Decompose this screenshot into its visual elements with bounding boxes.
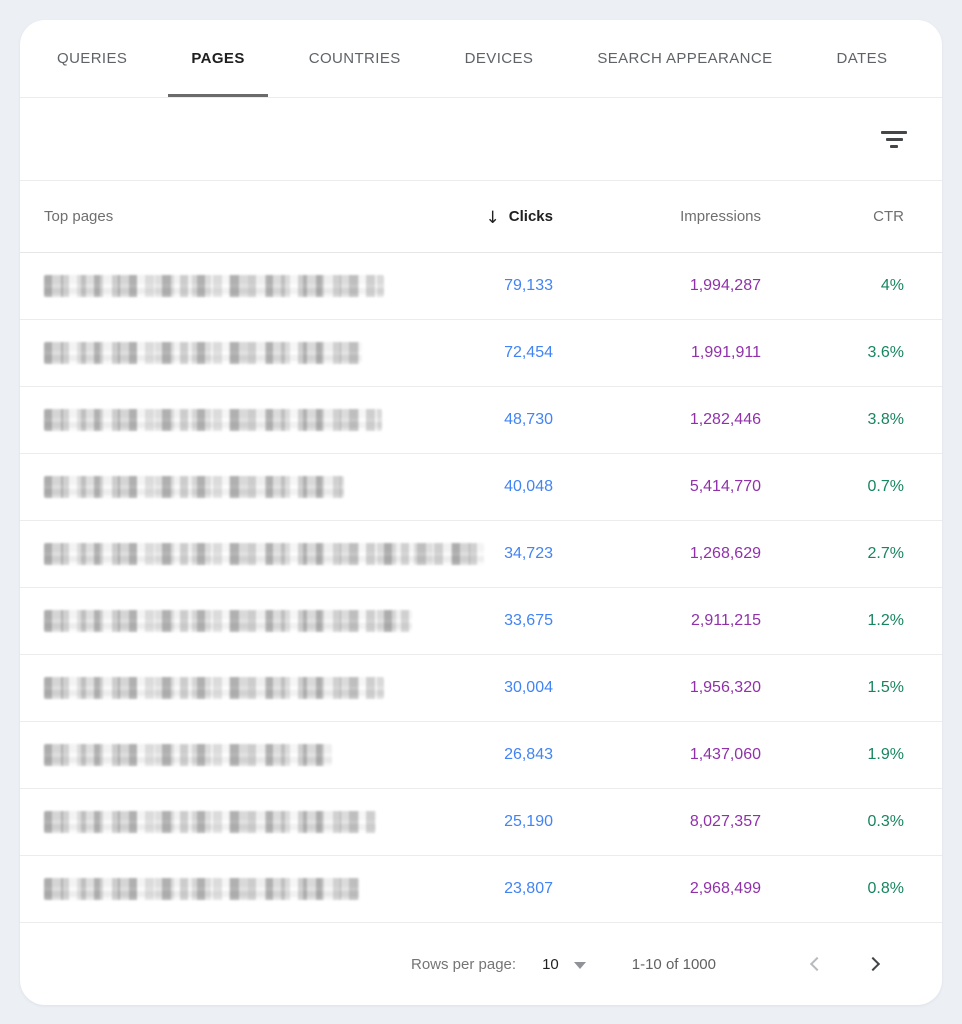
ctr-value: 1.5% xyxy=(867,679,904,696)
redacted-page-url xyxy=(44,543,484,565)
next-page-button[interactable] xyxy=(860,951,886,977)
filter-list-icon xyxy=(881,130,907,148)
table-row[interactable]: 34,723 1,268,629 2.7% xyxy=(20,521,942,588)
ctr-value: 3.6% xyxy=(867,344,904,361)
table-row[interactable]: 23,807 2,968,499 0.8% xyxy=(20,856,942,923)
table-row[interactable]: 48,730 1,282,446 3.8% xyxy=(20,387,942,454)
impressions-value: 1,268,629 xyxy=(689,545,761,562)
tab-pages-label: PAGES xyxy=(191,50,245,67)
tab-devices-label: DEVICES xyxy=(464,50,534,67)
table-row[interactable]: 25,190 8,027,357 0.3% xyxy=(20,789,942,856)
redacted-page-url xyxy=(44,744,332,766)
redacted-page-url xyxy=(44,677,384,699)
impressions-value: 1,437,060 xyxy=(689,746,761,763)
clicks-value: 25,190 xyxy=(504,813,553,830)
impressions-value: 1,991,911 xyxy=(691,344,761,361)
redacted-page-url xyxy=(44,409,382,431)
impressions-value: 1,282,446 xyxy=(689,411,761,428)
tab-countries-label: COUNTRIES xyxy=(308,50,401,67)
previous-page-button[interactable] xyxy=(804,951,830,977)
clicks-value: 34,723 xyxy=(504,545,553,562)
clicks-value: 23,807 xyxy=(504,880,553,897)
rows-per-page-value: 10 xyxy=(542,955,559,973)
clicks-value: 33,675 xyxy=(504,612,553,629)
chevron-left-icon xyxy=(809,956,825,972)
column-header-ctr[interactable]: CTR xyxy=(761,208,904,225)
report-tab-bar: QUERIES PAGES COUNTRIES DEVICES SEARCH A… xyxy=(20,20,942,98)
tab-pages[interactable]: PAGES xyxy=(159,20,276,97)
dropdown-arrow-icon xyxy=(573,961,586,969)
clicks-value: 72,454 xyxy=(504,344,553,361)
rows-per-page-select[interactable]: 10 xyxy=(542,956,586,973)
ctr-value: 2.7% xyxy=(867,545,904,562)
table-row[interactable]: 40,048 5,414,770 0.7% xyxy=(20,454,942,521)
clicks-value: 30,004 xyxy=(504,679,553,696)
redacted-page-url xyxy=(44,610,412,632)
redacted-page-url xyxy=(44,342,362,364)
column-header-top-pages[interactable]: Top pages xyxy=(44,208,433,225)
ctr-value: 3.8% xyxy=(867,411,904,428)
impressions-value: 2,911,215 xyxy=(691,612,761,629)
sort-desc-arrow-icon: ↓ xyxy=(485,207,500,228)
impressions-value: 5,414,770 xyxy=(689,478,761,495)
clicks-value: 48,730 xyxy=(504,411,553,428)
column-header-clicks[interactable]: ↓ Clicks xyxy=(433,207,553,228)
rows-per-page-label: Rows per page: xyxy=(411,955,517,973)
clicks-value: 40,048 xyxy=(504,478,553,495)
impressions-value: 8,027,357 xyxy=(689,813,761,830)
impressions-header-label: Impressions xyxy=(680,208,761,225)
clicks-value: 79,133 xyxy=(504,277,553,294)
table-body: 79,133 1,994,287 4% 72,454 1,991,911 3.6… xyxy=(20,253,942,923)
table-row[interactable]: 33,675 2,911,215 1.2% xyxy=(20,588,942,655)
pagination-bar: Rows per page: 10 1-10 of 1000 xyxy=(20,923,942,1005)
table-row[interactable]: 30,004 1,956,320 1.5% xyxy=(20,655,942,722)
ctr-value: 4% xyxy=(880,277,904,294)
tab-countries[interactable]: COUNTRIES xyxy=(277,20,433,97)
table-row[interactable]: 79,133 1,994,287 4% xyxy=(20,253,942,320)
table-row[interactable]: 72,454 1,991,911 3.6% xyxy=(20,320,942,387)
impressions-value: 2,968,499 xyxy=(689,880,761,897)
ctr-value: 0.7% xyxy=(867,478,904,495)
tab-search-appearance[interactable]: SEARCH APPEARANCE xyxy=(565,20,804,97)
clicks-header-label: Clicks xyxy=(508,208,553,225)
filter-button[interactable] xyxy=(874,119,914,159)
redacted-page-url xyxy=(44,878,359,900)
performance-report-card: QUERIES PAGES COUNTRIES DEVICES SEARCH A… xyxy=(20,20,942,1005)
chevron-right-icon xyxy=(865,956,881,972)
redacted-page-url xyxy=(44,476,344,498)
tab-dates-label: DATES xyxy=(836,50,888,67)
column-header-impressions[interactable]: Impressions xyxy=(553,208,761,225)
impressions-value: 1,956,320 xyxy=(689,679,761,696)
tab-dates[interactable]: DATES xyxy=(805,20,920,97)
ctr-value: 0.8% xyxy=(867,880,904,897)
ctr-value: 1.2% xyxy=(867,612,904,629)
redacted-page-url xyxy=(44,275,384,297)
ctr-value: 1.9% xyxy=(867,746,904,763)
ctr-header-label: CTR xyxy=(873,208,904,225)
clicks-value: 26,843 xyxy=(504,746,553,763)
page-range-label: 1-10 of 1000 xyxy=(631,955,716,973)
table-header-row: Top pages ↓ Clicks Impressions CTR xyxy=(20,181,942,253)
ctr-value: 0.3% xyxy=(867,813,904,830)
redacted-page-url xyxy=(44,811,376,833)
tab-queries-label: QUERIES xyxy=(57,50,128,67)
tab-search-appearance-label: SEARCH APPEARANCE xyxy=(597,50,773,67)
table-row[interactable]: 26,843 1,437,060 1.9% xyxy=(20,722,942,789)
tab-queries[interactable]: QUERIES xyxy=(25,20,159,97)
tab-devices[interactable]: DEVICES xyxy=(433,20,566,97)
impressions-value: 1,994,287 xyxy=(689,277,761,294)
filter-row xyxy=(20,98,942,181)
top-pages-header-label: Top pages xyxy=(44,208,114,225)
